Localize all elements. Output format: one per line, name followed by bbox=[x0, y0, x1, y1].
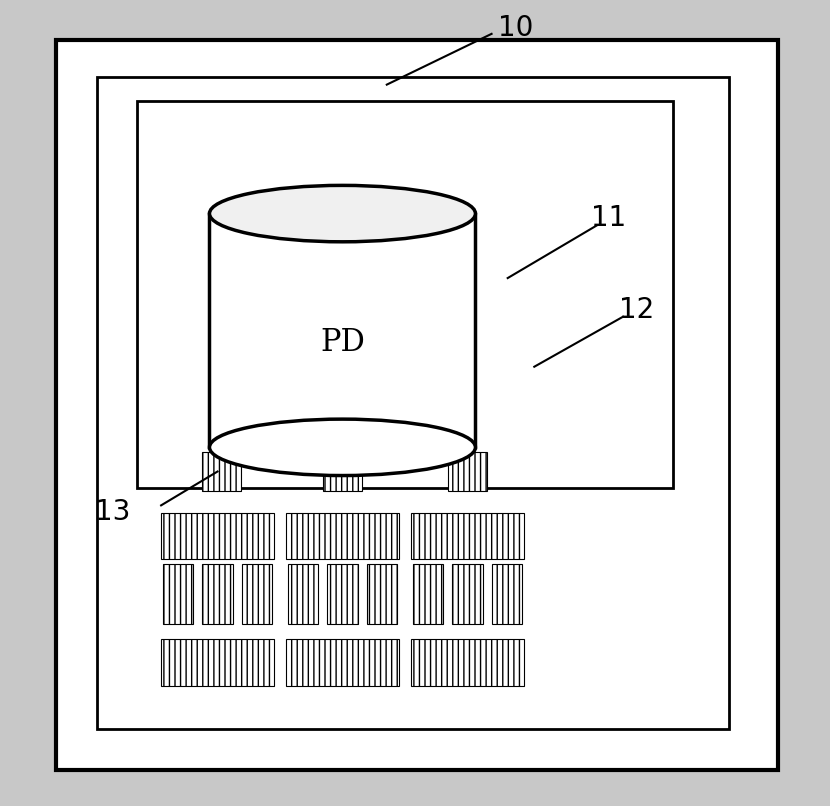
Bar bbox=[137, 101, 673, 488]
Bar bbox=[209, 214, 476, 447]
Bar bbox=[491, 564, 522, 624]
Bar bbox=[56, 40, 778, 770]
Text: 10: 10 bbox=[498, 15, 534, 42]
Text: 13: 13 bbox=[95, 498, 130, 526]
Bar bbox=[96, 77, 730, 729]
Bar bbox=[242, 564, 272, 624]
Ellipse shape bbox=[209, 185, 476, 242]
Bar bbox=[413, 564, 443, 624]
Ellipse shape bbox=[209, 419, 476, 476]
Bar bbox=[327, 564, 358, 624]
Bar bbox=[161, 639, 274, 686]
Text: 12: 12 bbox=[619, 297, 654, 324]
Bar bbox=[323, 452, 362, 491]
Bar bbox=[203, 564, 233, 624]
Bar bbox=[448, 452, 486, 491]
Bar bbox=[288, 564, 318, 624]
Text: 11: 11 bbox=[591, 204, 626, 231]
Bar bbox=[161, 513, 274, 559]
Bar bbox=[367, 564, 398, 624]
Bar bbox=[286, 639, 399, 686]
Bar bbox=[452, 564, 483, 624]
Bar bbox=[411, 639, 524, 686]
Bar bbox=[203, 452, 241, 491]
Bar bbox=[286, 513, 399, 559]
Bar bbox=[411, 513, 524, 559]
Text: PD: PD bbox=[320, 327, 365, 358]
Bar bbox=[163, 564, 193, 624]
